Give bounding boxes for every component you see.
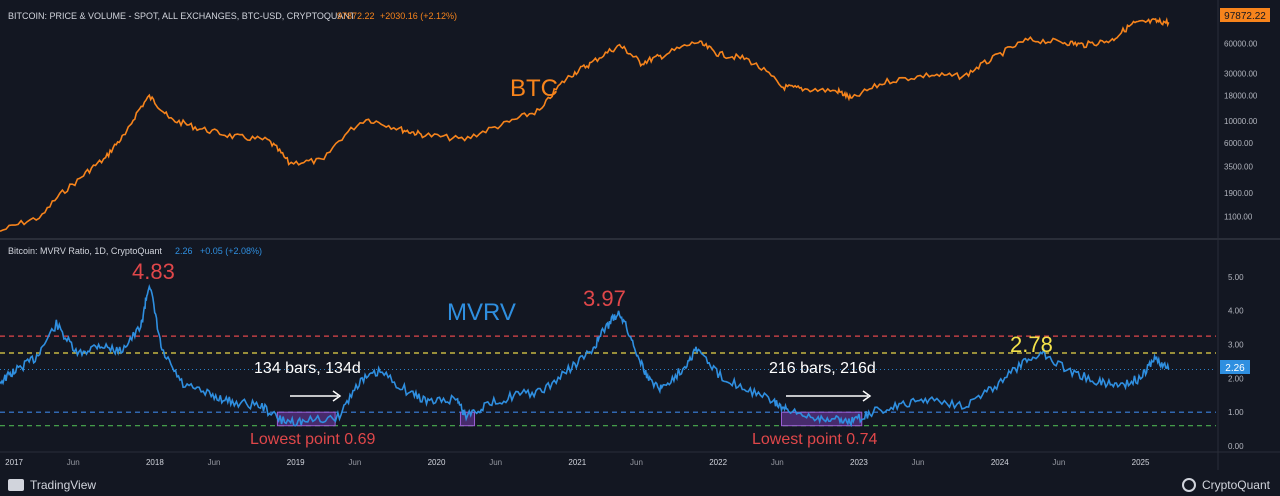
time-axis-tick-label: 2018 bbox=[146, 458, 164, 467]
btc-panel-title: BITCOIN: PRICE & VOLUME - SPOT, ALL EXCH… bbox=[8, 11, 356, 21]
btc-header-change: +2030.16 (+2.12%) bbox=[380, 11, 457, 21]
btc-y-tick-label: 18000.00 bbox=[1224, 92, 1258, 101]
arrow-2022-head bbox=[862, 390, 872, 402]
time-axis-tick-label: Jun bbox=[67, 458, 80, 467]
btc-y-tick-label: 10000.00 bbox=[1224, 117, 1258, 126]
time-axis-tick-label: Jun bbox=[630, 458, 643, 467]
lowest-2022-label: Lowest point 0.74 bbox=[752, 431, 878, 448]
time-axis-tick-label: Jun bbox=[771, 458, 784, 467]
mvrv-y-tick-label: 2.00 bbox=[1228, 374, 1244, 383]
mvrv-y-tick-label: 5.00 bbox=[1228, 273, 1244, 282]
mvrv-y-tick-label: 4.00 bbox=[1228, 307, 1244, 316]
cryptoquant-icon bbox=[1181, 478, 1196, 492]
mvrv-header-change: +0.05 (+2.08%) bbox=[200, 246, 262, 256]
btc-series-label: BTC bbox=[510, 75, 558, 102]
mvrv-y-tick-label: 0.00 bbox=[1228, 442, 1244, 451]
peak-2017-label: 4.83 bbox=[132, 259, 175, 284]
time-axis-tick-label: 2021 bbox=[568, 458, 586, 467]
mvrv-header-value: 2.26 bbox=[175, 246, 193, 256]
btc-y-tick-label: 30000.00 bbox=[1224, 69, 1258, 78]
cryptoquant-label: CryptoQuant bbox=[1201, 478, 1270, 492]
peak-2024-label: 2.78 bbox=[1010, 332, 1053, 357]
time-axis-tick-label: 2019 bbox=[287, 458, 305, 467]
peak-2021-label: 3.97 bbox=[583, 286, 626, 311]
tradingview-label: TradingView bbox=[30, 478, 97, 492]
arrow-2019-head bbox=[332, 390, 342, 402]
mvrv-ratio-line bbox=[0, 284, 1170, 428]
time-axis-tick-label: Jun bbox=[489, 458, 502, 467]
bars-2022-label: 216 bars, 216d bbox=[769, 360, 876, 377]
time-axis-tick-label: 2023 bbox=[850, 458, 868, 467]
mvrv-y-axis: 5.00 4.00 3.00 2.00 1.00 0.00 bbox=[1228, 273, 1244, 451]
mvrv-y-tick-label: 3.00 bbox=[1228, 341, 1244, 350]
time-axis-tick-label: 2022 bbox=[709, 458, 727, 467]
time-axis-tick-label: Jun bbox=[208, 458, 221, 467]
mvrv-last-value: 2.26 bbox=[1225, 363, 1245, 374]
time-axis-tick-label: Jun bbox=[1052, 458, 1065, 467]
bars-2019-label: 134 bars, 134d bbox=[254, 360, 361, 377]
time-axis-tick-label: Jun bbox=[912, 458, 925, 467]
time-axis-tick-label: 2020 bbox=[428, 458, 446, 467]
btc-header-value: 97872.22 bbox=[337, 11, 375, 21]
mvrv-last-value-tag bbox=[1220, 360, 1250, 374]
btc-y-axis: 60000.00 30000.00 18000.00 10000.00 6000.00 3… bbox=[1224, 39, 1258, 221]
cryptoquant-logo[interactable]: CryptoQuant bbox=[1181, 478, 1270, 492]
btc-y-tick-label: 3500.00 bbox=[1224, 162, 1253, 171]
mvrv-y-tick-label: 1.00 bbox=[1228, 408, 1244, 417]
btc-last-value-tag bbox=[1220, 8, 1270, 22]
mvrv-panel-title: Bitcoin: MVRV Ratio, 1D, CryptoQuant bbox=[8, 246, 162, 256]
lowest-2019-label: Lowest point 0.69 bbox=[250, 431, 376, 448]
btc-last-value: 97872.22 bbox=[1224, 11, 1266, 22]
mvrv-series-label: MVRV bbox=[447, 299, 516, 326]
tradingview-icon bbox=[8, 479, 24, 491]
btc-price-line bbox=[0, 16, 1170, 233]
time-axis: 2017 Jun 2018 Jun 2019 Jun 2020 Jun 2021 Jun 2022 J… bbox=[5, 458, 1150, 467]
time-axis-tick-label: 2025 bbox=[1132, 458, 1150, 467]
time-axis-tick-label: 2024 bbox=[991, 458, 1009, 467]
time-axis-tick-label: Jun bbox=[348, 458, 361, 467]
btc-y-tick-label: 60000.00 bbox=[1224, 39, 1258, 48]
btc-y-tick-label: 6000.00 bbox=[1224, 139, 1253, 148]
tradingview-logo[interactable]: TradingView bbox=[8, 478, 96, 492]
btc-y-tick-label: 1900.00 bbox=[1224, 189, 1253, 198]
time-axis-tick-label: 2017 bbox=[5, 458, 23, 467]
mvrv-level-lines bbox=[0, 335, 1216, 427]
btc-y-tick-label: 1100.00 bbox=[1224, 212, 1253, 221]
